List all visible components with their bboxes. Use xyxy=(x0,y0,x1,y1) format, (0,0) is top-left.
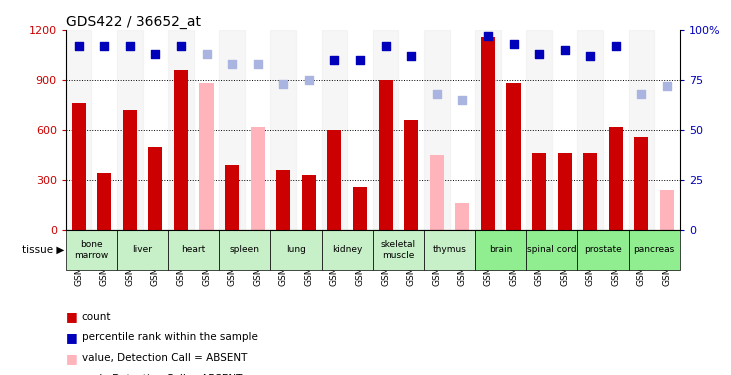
Point xyxy=(149,51,161,57)
Text: rank, Detection Call = ABSENT: rank, Detection Call = ABSENT xyxy=(82,374,242,375)
Point xyxy=(635,91,648,97)
Bar xyxy=(475,230,526,270)
Text: count: count xyxy=(82,312,111,322)
Bar xyxy=(609,127,623,230)
Bar xyxy=(373,30,398,230)
Bar xyxy=(424,30,450,230)
Point xyxy=(175,43,187,49)
Bar xyxy=(72,104,86,230)
Text: spleen: spleen xyxy=(230,246,260,255)
Bar xyxy=(577,30,603,230)
Point xyxy=(482,33,494,39)
Bar xyxy=(168,30,194,230)
Point xyxy=(200,51,212,57)
Bar xyxy=(455,203,469,230)
Point xyxy=(226,61,238,67)
Point xyxy=(610,43,621,49)
Text: pancreas: pancreas xyxy=(634,246,675,255)
Text: tissue ▶: tissue ▶ xyxy=(22,245,64,255)
Bar xyxy=(424,230,475,270)
Bar xyxy=(660,190,674,230)
Text: prostate: prostate xyxy=(584,246,622,255)
Point xyxy=(380,43,392,49)
Bar xyxy=(629,30,654,230)
Bar xyxy=(507,83,520,230)
Point xyxy=(405,53,417,59)
Text: skeletal
muscle: skeletal muscle xyxy=(381,240,416,260)
Point xyxy=(354,57,366,63)
Bar xyxy=(526,30,552,230)
Text: GDS422 / 36652_at: GDS422 / 36652_at xyxy=(66,15,201,29)
Bar xyxy=(430,155,444,230)
Bar xyxy=(174,70,188,230)
Bar xyxy=(475,30,501,230)
Bar xyxy=(481,37,495,230)
Bar xyxy=(322,230,373,270)
Point xyxy=(303,77,315,83)
Bar xyxy=(270,30,296,230)
Text: ■: ■ xyxy=(66,310,77,323)
Bar xyxy=(219,230,270,270)
Bar xyxy=(276,170,290,230)
Bar xyxy=(327,130,341,230)
Bar xyxy=(322,30,347,230)
Bar xyxy=(532,153,546,230)
Text: brain: brain xyxy=(489,246,512,255)
Point xyxy=(124,43,136,49)
Bar xyxy=(635,136,648,230)
Bar xyxy=(526,230,577,270)
Bar xyxy=(629,230,680,270)
Point xyxy=(251,61,263,67)
Text: ■: ■ xyxy=(66,372,77,375)
Bar xyxy=(373,230,424,270)
Bar xyxy=(117,230,168,270)
Text: liver: liver xyxy=(132,246,153,255)
Bar xyxy=(302,175,316,230)
Bar xyxy=(353,187,367,230)
Point xyxy=(277,81,289,87)
Text: bone
marrow: bone marrow xyxy=(75,240,108,260)
Text: heart: heart xyxy=(181,246,206,255)
Bar xyxy=(577,230,629,270)
Point xyxy=(98,43,110,49)
Bar xyxy=(583,153,597,230)
Point xyxy=(456,97,469,103)
Point xyxy=(73,43,84,49)
Text: ■: ■ xyxy=(66,352,77,364)
Bar xyxy=(66,30,91,230)
Text: spinal cord: spinal cord xyxy=(527,246,577,255)
Bar xyxy=(168,230,219,270)
Point xyxy=(585,53,596,59)
Bar xyxy=(66,230,117,270)
Point xyxy=(431,91,442,97)
Text: lung: lung xyxy=(286,246,306,255)
Bar xyxy=(251,127,265,230)
Bar xyxy=(379,80,393,230)
Text: value, Detection Call = ABSENT: value, Detection Call = ABSENT xyxy=(82,353,247,363)
Point xyxy=(558,47,570,53)
Bar xyxy=(635,168,648,230)
Text: percentile rank within the sample: percentile rank within the sample xyxy=(82,333,258,342)
Bar xyxy=(123,110,137,230)
Bar xyxy=(225,165,239,230)
Bar xyxy=(148,147,162,230)
Point xyxy=(661,83,673,89)
Bar xyxy=(97,173,111,230)
Bar xyxy=(219,30,245,230)
Text: kidney: kidney xyxy=(332,246,363,255)
Point xyxy=(507,41,519,47)
Bar xyxy=(558,153,572,230)
Text: ■: ■ xyxy=(66,331,77,344)
Text: thymus: thymus xyxy=(433,246,466,255)
Point xyxy=(329,57,341,63)
Bar xyxy=(270,230,322,270)
Bar xyxy=(200,83,213,230)
Bar xyxy=(404,120,418,230)
Point xyxy=(534,51,545,57)
Bar xyxy=(117,30,143,230)
